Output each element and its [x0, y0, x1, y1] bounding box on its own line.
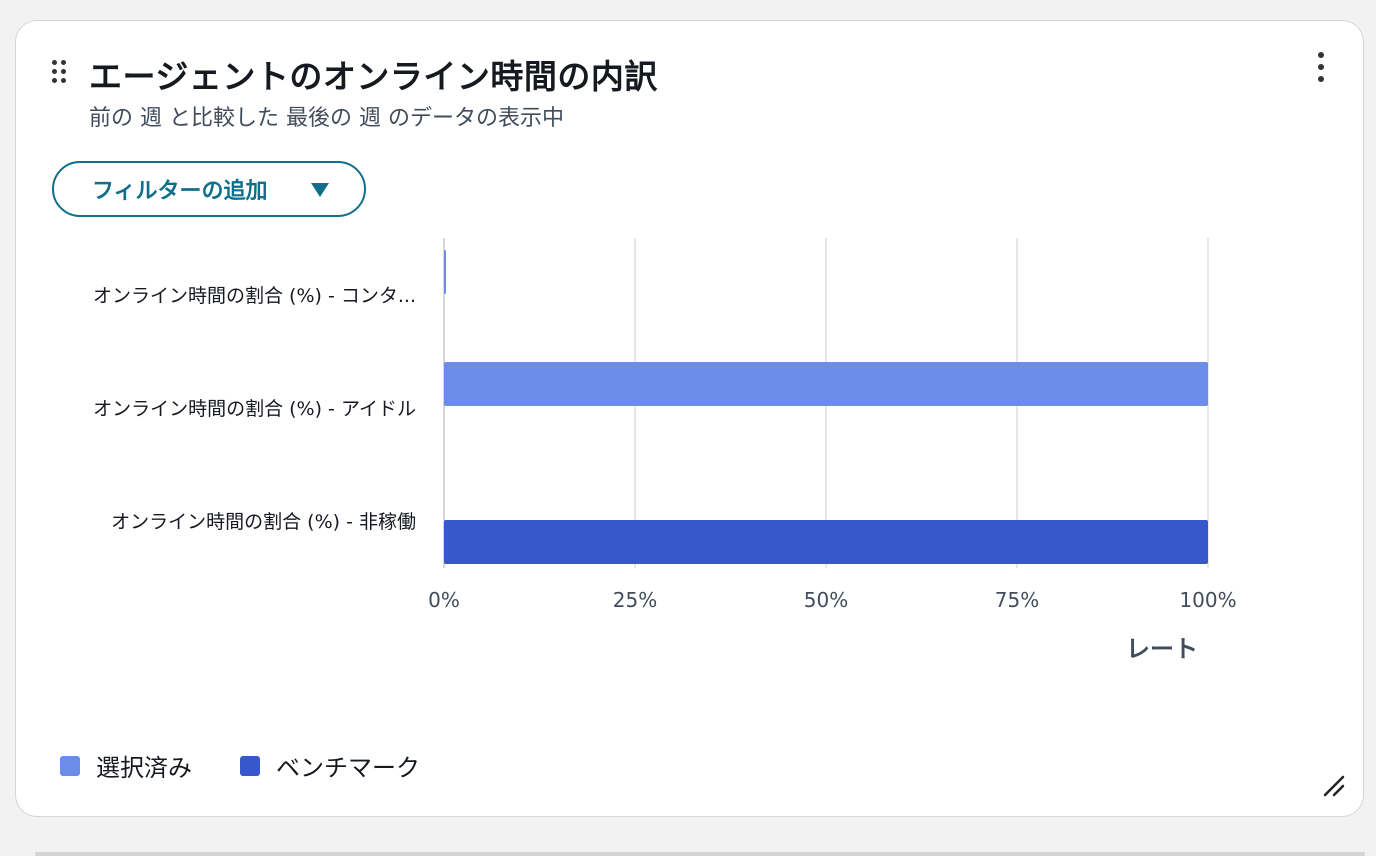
x-tick-label: 25% [613, 588, 657, 612]
caret-down-icon [311, 183, 329, 197]
more-vertical-icon[interactable] [1312, 52, 1330, 84]
dashboard-widget-card [15, 20, 1364, 817]
legend-item-selected[interactable]: 選択済み [60, 748, 192, 783]
y-category-label: オンライン時間の割合 (%) - コンタ... [93, 285, 416, 307]
legend-item-benchmark[interactable]: ベンチマーク [240, 748, 420, 783]
y-category-label: オンライン時間の割合 (%) - 非稼働 [111, 511, 416, 533]
resize-handle-icon[interactable] [1322, 774, 1346, 798]
x-axis-title: レート [1126, 635, 1198, 663]
x-tick-label: 50% [804, 588, 848, 612]
x-tick-label: 100% [1179, 588, 1236, 612]
legend-swatch-benchmark [240, 755, 260, 776]
drag-handle-icon[interactable] [52, 60, 68, 86]
legend-label-selected: 選択済み [96, 754, 192, 782]
bar-selected [444, 250, 446, 294]
widget-subtitle: 前の 週 と比較した 最後の 週 のデータの表示中 [89, 106, 564, 131]
add-filter-button[interactable]: フィルターの追加 [52, 161, 366, 217]
widget-title: エージェントのオンライン時間の内訳 [89, 57, 658, 96]
x-tick-label: 75% [995, 588, 1039, 612]
bar-benchmark [444, 520, 1208, 564]
next-card-edge [35, 852, 1365, 856]
add-filter-label: フィルターの追加 [92, 179, 268, 204]
legend-swatch-selected [60, 755, 80, 776]
x-tick-label: 0% [428, 588, 460, 612]
bar-selected [444, 362, 1208, 406]
y-category-label: オンライン時間の割合 (%) - アイドル [93, 398, 416, 420]
legend-label-benchmark: ベンチマーク [276, 754, 420, 782]
